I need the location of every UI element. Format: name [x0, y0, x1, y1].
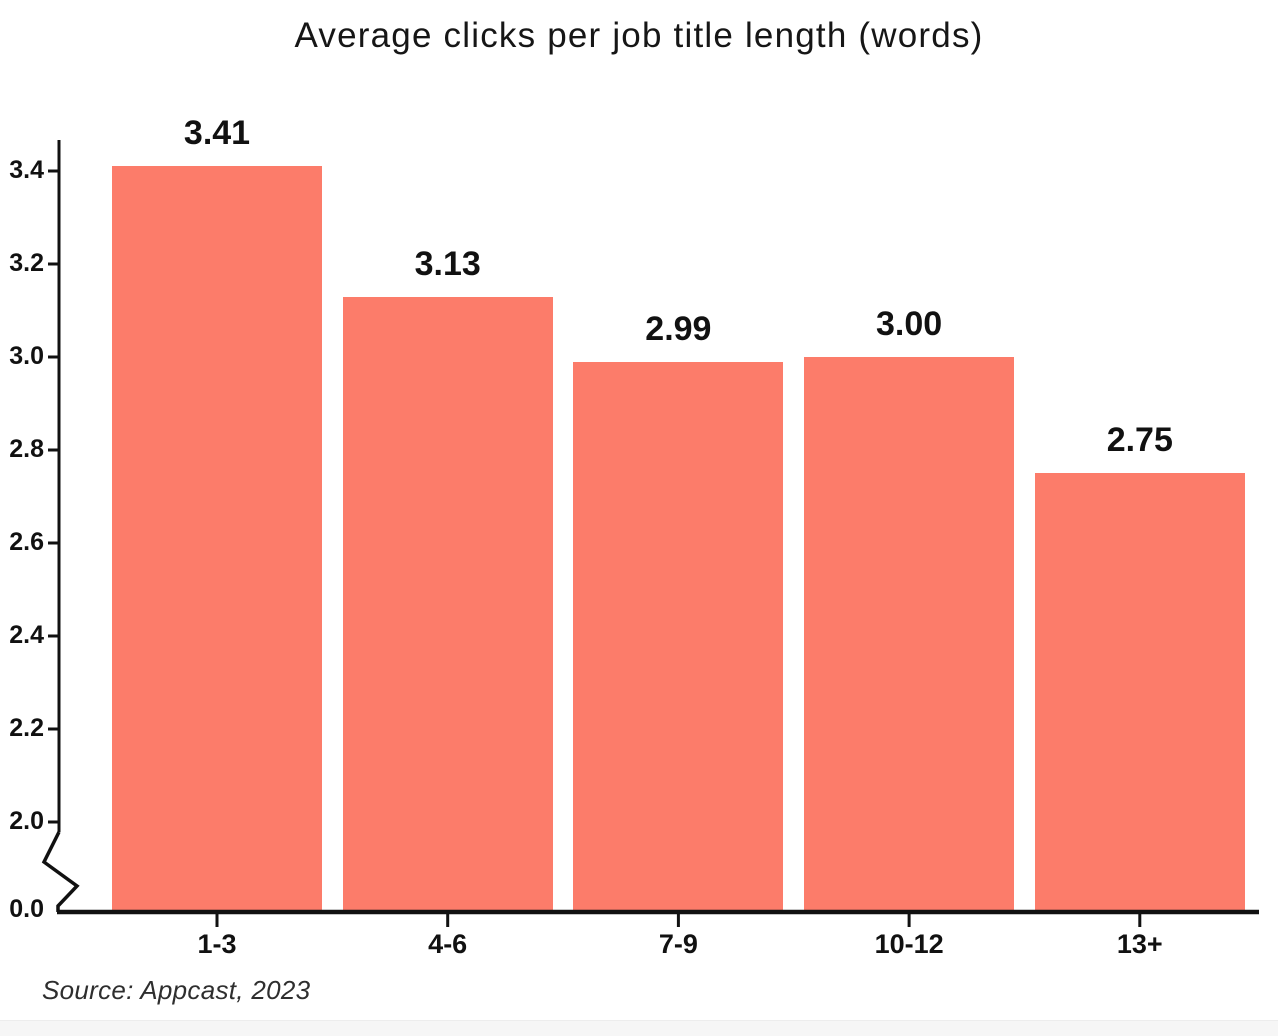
bar-value-label: 2.99 — [645, 309, 712, 348]
y-tick-label: 2.8 — [9, 435, 44, 463]
bar-10-12 — [804, 357, 1015, 911]
x-tick-label: 10-12 — [874, 929, 944, 959]
bar-13+ — [1034, 473, 1245, 911]
x-tick-label: 4-6 — [428, 929, 468, 959]
y-tick-label: 3.0 — [9, 342, 44, 370]
source-note: Source: Appcast, 2023 — [42, 975, 311, 1005]
y-tick-label: 3.2 — [9, 249, 44, 277]
y-tick-label: 2.2 — [9, 714, 44, 742]
bar-value-label: 3.41 — [183, 114, 251, 153]
y-tick-label: 2.0 — [9, 807, 44, 835]
bar-1-3 — [112, 166, 322, 911]
next-section-edge — [0, 1020, 1278, 1036]
x-tick-label: 1-3 — [197, 929, 237, 959]
bar-value-label: 2.75 — [1106, 421, 1173, 460]
y-tick-label: 2.6 — [9, 528, 44, 556]
bar-value-label: 3.13 — [414, 244, 481, 283]
x-tick-label: 13+ — [1116, 929, 1163, 959]
chart-title: Average clicks per job title length (wor… — [294, 16, 984, 55]
bar-4-6 — [342, 296, 553, 911]
y-tick-label: 3.4 — [9, 156, 44, 184]
bar-value-label: 3.00 — [876, 305, 943, 343]
y-tick-label: 2.4 — [9, 621, 44, 649]
y-tick-label: 0.0 — [9, 895, 44, 923]
bar-7-9 — [573, 361, 784, 911]
x-tick-label: 7-9 — [658, 929, 698, 959]
